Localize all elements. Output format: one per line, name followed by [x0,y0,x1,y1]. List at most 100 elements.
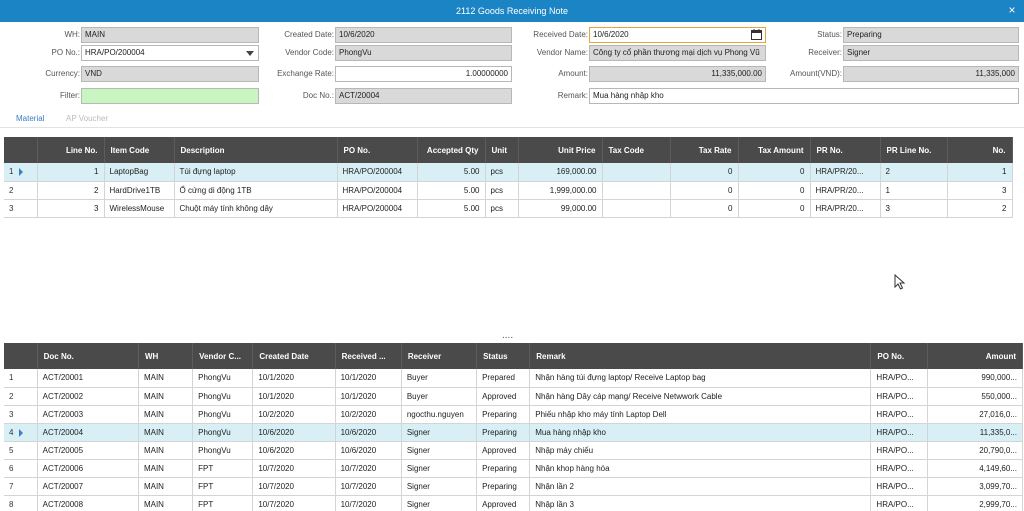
receiver-cell[interactable]: Signer [401,477,478,496]
created-cell[interactable]: 10/7/2020 [252,459,336,478]
unit-price-cell[interactable]: 169,000.00 [518,163,603,182]
tax-code-cell[interactable] [602,199,671,218]
vendor-cell[interactable]: FPT [192,495,254,511]
received-cell[interactable]: 10/1/2020 [335,387,402,406]
unit-cell[interactable]: pcs [485,199,519,218]
col-received-date[interactable]: Received ... [335,343,402,369]
currency-field[interactable]: VND [81,66,259,82]
exchange-rate-field[interactable]: 1.00000000 [335,66,512,82]
qty-cell[interactable]: 5.00 [417,199,486,218]
wh-field[interactable]: MAIN [81,27,259,43]
description-cell[interactable]: Túi đựng laptop [174,163,338,182]
tax-rate-cell[interactable]: 0 [670,181,739,200]
line-no-cell[interactable]: 1 [37,163,105,182]
list-row[interactable]: 1 ACT/20001 MAIN PhongVu 10/1/2020 10/1/… [4,369,1024,388]
list-row[interactable]: 3 ACT/20003 MAIN PhongVu 10/2/2020 10/2/… [4,405,1024,424]
remark-cell[interactable]: Mua hàng nhập kho [529,423,872,442]
remark-cell[interactable]: Nhận lần 2 [529,477,872,496]
table-row[interactable]: 1 1 LaptopBag Túi đựng laptop HRA/PO/200… [4,163,1013,182]
remark-cell[interactable]: Phiếu nhập kho máy tính Laptop Dell [529,405,872,424]
created-cell[interactable]: 10/1/2020 [252,387,336,406]
tab-ap-voucher[interactable]: AP Voucher [66,114,109,123]
description-cell[interactable]: Ổ cứng di động 1TB [174,181,338,200]
receiver-field[interactable]: Signer [843,45,1019,61]
col-unit-price[interactable]: Unit Price [518,137,603,163]
col-vendor-code[interactable]: Vendor C... [192,343,254,369]
no-cell[interactable]: 3 [947,181,1013,200]
doc-no-cell[interactable]: ACT/20006 [37,459,139,478]
po-no-cell[interactable]: HRA/PO... [870,441,928,460]
col-amount[interactable]: Amount [927,343,1024,369]
vendor-name-field[interactable]: Công ty cổ phần thương mại dịch vụ Phong… [589,45,766,61]
receiver-cell[interactable]: Signer [401,459,478,478]
tax-rate-cell[interactable]: 0 [670,199,739,218]
tax-rate-cell[interactable]: 0 [670,163,739,182]
receiver-cell[interactable]: Signer [401,441,478,460]
wh-cell[interactable]: MAIN [138,441,194,460]
received-cell[interactable]: 10/7/2020 [335,459,402,478]
calendar-icon[interactable] [751,29,762,40]
status-cell[interactable]: Prepared [476,369,531,388]
list-row[interactable]: 7 ACT/20007 MAIN FPT 10/7/2020 10/7/2020… [4,477,1024,496]
doc-no-field[interactable]: ACT/20004 [335,88,512,104]
status-cell[interactable]: Preparing [476,423,531,442]
wh-cell[interactable]: MAIN [138,459,194,478]
col-tax-code[interactable]: Tax Code [602,137,671,163]
doc-no-cell[interactable]: ACT/20001 [37,369,139,388]
received-cell[interactable]: 10/7/2020 [335,477,402,496]
created-cell[interactable]: 10/1/2020 [252,369,336,388]
receiver-cell[interactable]: Signer [401,495,478,511]
po-no-cell[interactable]: HRA/PO... [870,477,928,496]
po-no-cell[interactable]: HRA/PO... [870,423,928,442]
wh-cell[interactable]: MAIN [138,495,194,511]
col-remark[interactable]: Remark [529,343,872,369]
amount-cell[interactable]: 990,000... [927,369,1024,388]
list-row[interactable]: 5 ACT/20005 MAIN PhongVu 10/6/2020 10/6/… [4,441,1024,460]
amount-cell[interactable]: 27,016,0... [927,405,1024,424]
splitter-handle[interactable]: .... [502,330,514,341]
col-accepted-qty[interactable]: Accepted Qty [417,137,486,163]
pr-no-cell[interactable]: HRA/PR/20... [810,163,881,182]
list-row[interactable]: 4 ACT/20004 MAIN PhongVu 10/6/2020 10/6/… [4,423,1024,442]
remark-field[interactable]: Mua hàng nhập kho [589,88,1019,104]
col-unit[interactable]: Unit [485,137,519,163]
pr-no-cell[interactable]: HRA/PR/20... [810,181,881,200]
receiver-cell[interactable]: Buyer [401,369,478,388]
amount-field[interactable]: 11,335,000.00 [589,66,766,82]
status-cell[interactable]: Preparing [476,477,531,496]
created-cell[interactable]: 10/7/2020 [252,495,336,511]
po-no-cell[interactable]: HRA/PO... [870,495,928,511]
tab-material[interactable]: Material [16,114,45,123]
description-cell[interactable]: Chuột máy tính không dây [174,199,338,218]
tax-amount-cell[interactable]: 0 [738,181,811,200]
remark-cell[interactable]: Nhận hàng Dây cáp mạng/ Receive Netwwork… [529,387,872,406]
col-pr-line-no[interactable]: PR Line No. [880,137,948,163]
unit-price-cell[interactable]: 1,999,000.00 [518,181,603,200]
vendor-cell[interactable]: PhongVu [192,405,254,424]
received-cell[interactable]: 10/2/2020 [335,405,402,424]
unit-cell[interactable]: pcs [485,181,519,200]
doc-no-cell[interactable]: ACT/20004 [37,423,139,442]
received-date-picker[interactable]: 10/6/2020 [589,27,766,43]
status-cell[interactable]: Preparing [476,405,531,424]
pr-line-cell[interactable]: 3 [880,199,948,218]
amount-cell[interactable]: 20,790,0... [927,441,1024,460]
wh-cell[interactable]: MAIN [138,405,194,424]
tax-code-cell[interactable] [602,181,671,200]
remark-cell[interactable]: Nhập máy chiếu [529,441,872,460]
receiver-cell[interactable]: ngocthu.nguyen [401,405,478,424]
status-cell[interactable]: Approved [476,495,531,511]
wh-cell[interactable]: MAIN [138,423,194,442]
remark-cell[interactable]: Nhận khop hàng hóa [529,459,872,478]
wh-cell[interactable]: MAIN [138,369,194,388]
po-no-cell[interactable]: HRA/PO/200004 [337,181,418,200]
doc-no-cell[interactable]: ACT/20003 [37,405,139,424]
qty-cell[interactable]: 5.00 [417,181,486,200]
unit-price-cell[interactable]: 99,000.00 [518,199,603,218]
po-no-cell[interactable]: HRA/PO/200004 [337,199,418,218]
list-row[interactable]: 6 ACT/20006 MAIN FPT 10/7/2020 10/7/2020… [4,459,1024,478]
vendor-cell[interactable]: FPT [192,459,254,478]
amount-cell[interactable]: 550,000... [927,387,1024,406]
pr-no-cell[interactable]: HRA/PR/20... [810,199,881,218]
po-no-dropdown[interactable]: HRA/PO/200004 [81,45,259,61]
